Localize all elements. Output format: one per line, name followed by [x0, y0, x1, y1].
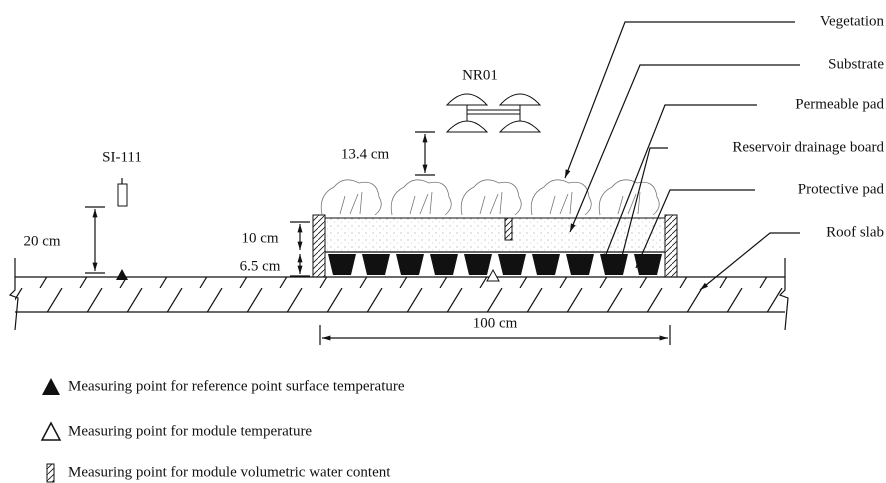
dimension-label: 10 cm: [241, 230, 278, 246]
legend-label: Measuring point for module temperature: [68, 423, 312, 439]
dimension-label: 6.5 cm: [240, 258, 281, 274]
dimension-lines: [85, 131, 671, 345]
layer-label: Substrate: [828, 56, 884, 72]
module: [116, 179, 678, 282]
dimension-label: 13.4 cm: [341, 146, 390, 162]
legend: Measuring point for reference point surf…: [40, 378, 405, 483]
dimension-label: 100 cm: [473, 315, 518, 331]
nr01-sensor: [445, 93, 542, 133]
roof-slab: [8, 258, 789, 331]
layer-label: Protective pad: [798, 181, 885, 197]
layer-label: Permeable pad: [795, 96, 884, 112]
layer-label: Roof slab: [826, 224, 884, 240]
sensor-label: SI-111: [102, 149, 142, 165]
dimension-label: 20 cm: [23, 233, 60, 249]
legend-label: Measuring point for reference point surf…: [68, 378, 405, 394]
layer-label: Vegetation: [820, 13, 885, 29]
si111-sensor: [117, 183, 128, 207]
legend-label: Measuring point for module volumetric wa…: [68, 464, 391, 480]
layer-label: Reservoir drainage board: [732, 139, 884, 155]
sensor-label: NR01: [462, 67, 498, 83]
leader-lines: [564, 21, 800, 291]
